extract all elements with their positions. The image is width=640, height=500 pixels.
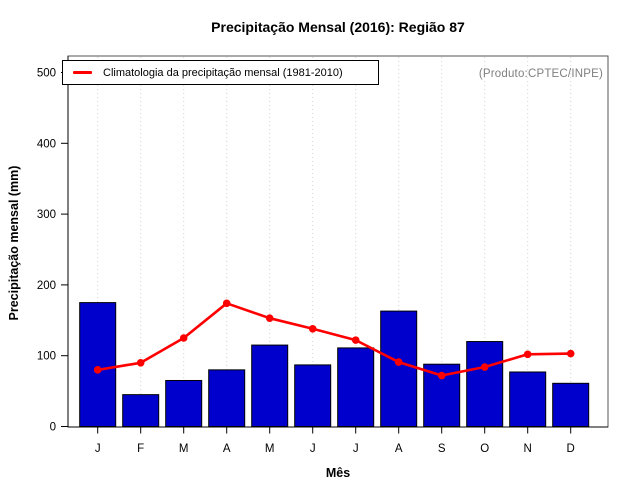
x-tick-label-month-5: M bbox=[265, 443, 275, 455]
chart-title: Precipitação Mensal (2016): Região 87 bbox=[211, 19, 465, 35]
climatology-line bbox=[97, 302, 571, 377]
climatology-point-3 bbox=[179, 334, 188, 342]
climatology-point-7 bbox=[351, 336, 360, 344]
bar-A4 bbox=[208, 369, 246, 427]
source-annotation: (Produto:CPTEC/INPE) bbox=[478, 68, 603, 80]
y-tick-label-100: 100 bbox=[37, 351, 56, 363]
bar-J7 bbox=[337, 347, 375, 427]
x-tick-label-month-8: A bbox=[395, 443, 403, 455]
legend-box: Climatologia da precipitação mensal (198… bbox=[62, 60, 379, 85]
bar-N11 bbox=[509, 371, 547, 428]
legend-label: Climatologia da precipitação mensal (198… bbox=[103, 66, 343, 79]
climatology-point-6 bbox=[308, 324, 317, 333]
x-tick-label-month-12: D bbox=[567, 443, 575, 455]
y-tick-label-400: 400 bbox=[37, 138, 56, 150]
x-tick-label-month-4: A bbox=[223, 443, 231, 455]
climatology-point-5 bbox=[265, 314, 274, 322]
y-tick-label-500: 500 bbox=[37, 68, 56, 80]
x-tick-label-month-1: J bbox=[95, 443, 101, 455]
climatology-point-12 bbox=[566, 349, 575, 358]
climatology-point-11 bbox=[523, 350, 532, 359]
bar-F2 bbox=[122, 394, 160, 428]
bar-J1 bbox=[79, 302, 117, 428]
climatology-point-8 bbox=[394, 358, 403, 366]
y-tick-label-0: 0 bbox=[50, 422, 56, 434]
bar-M5 bbox=[251, 344, 289, 427]
climatology-point-9 bbox=[437, 371, 446, 380]
y-tick-label-200: 200 bbox=[37, 280, 56, 292]
x-tick-label-month-11: N bbox=[524, 443, 532, 455]
x-axis-title: Mês bbox=[325, 466, 351, 480]
bar-D12 bbox=[552, 382, 590, 428]
climatology-point-1 bbox=[93, 366, 102, 374]
bar-M3 bbox=[165, 379, 203, 428]
climatology-point-4 bbox=[222, 299, 231, 308]
x-tick-label-month-9: S bbox=[438, 443, 446, 455]
x-tick-label-month-6: J bbox=[310, 443, 316, 455]
x-tick-label-month-3: M bbox=[179, 443, 189, 455]
climatology-point-2 bbox=[136, 358, 145, 367]
bar-O10 bbox=[466, 341, 504, 428]
y-tick-label-300: 300 bbox=[37, 209, 56, 221]
x-tick-label-month-10: O bbox=[480, 443, 489, 455]
legend-line-swatch bbox=[73, 71, 92, 74]
climatology-point-10 bbox=[480, 363, 489, 371]
bar-A8 bbox=[380, 310, 418, 428]
bar-J6 bbox=[294, 364, 332, 427]
x-tick-label-month-7: J bbox=[353, 443, 359, 455]
x-tick-label-month-2: F bbox=[137, 443, 144, 455]
